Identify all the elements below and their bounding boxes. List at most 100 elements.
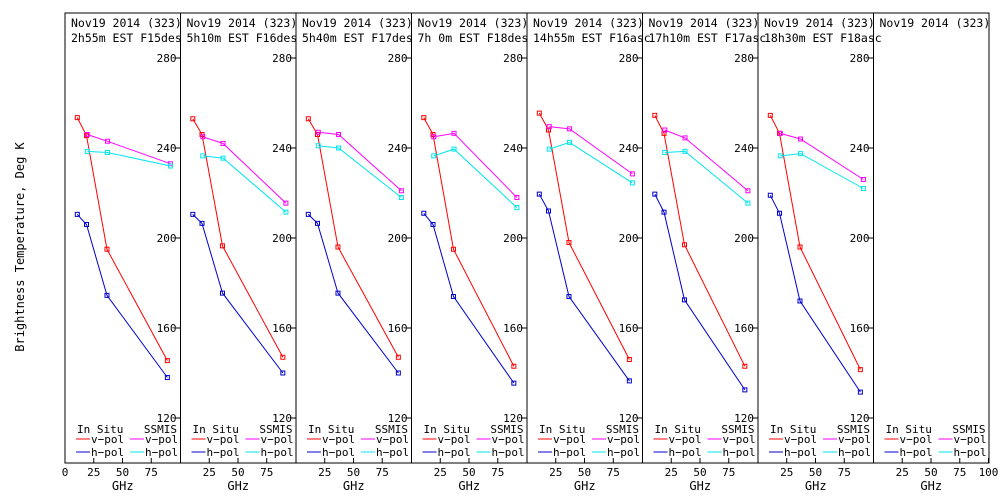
legend-in-situ: In Situ: [308, 423, 354, 436]
chart-panel-3: Nov19 2014 (323)5h40m EST F17des 120 160 20…: [295, 12, 413, 493]
legend-ssmis-vpol: v−pol: [376, 433, 409, 446]
y-tick-label: 200: [388, 232, 408, 245]
data-point-ssmis-hpol: [336, 145, 342, 151]
data-point-insitu-vpol: [661, 130, 667, 136]
data-point-insitu-vpol: [164, 358, 170, 364]
x-tick-label: 50: [462, 466, 475, 479]
y-tick-label: 240: [734, 142, 754, 155]
series-line-ssmis-hpol: [202, 155, 287, 213]
x-tick-label: 25: [203, 466, 216, 479]
data-point-ssmis-vpol: [220, 141, 226, 146]
legend-ssmis-hpol: h−pol: [954, 446, 987, 459]
data-point-ssmis-vpol: [315, 129, 321, 135]
legend-ssmis: SSMIS: [144, 423, 177, 436]
panel-title: Nov19 2014 (323): [187, 16, 298, 30]
y-tick-label: 240: [272, 142, 292, 155]
series-line-ssmis-hpol: [664, 150, 749, 204]
y-tick-label: 240: [503, 142, 523, 155]
panel-frame: [873, 12, 990, 464]
legend-ssmis-hpol: h−pol: [492, 446, 525, 459]
panel-title: Nov19 2014 (323): [71, 16, 182, 30]
series-line-insitu-vpol: [769, 115, 861, 370]
data-point-insitu-vpol: [767, 112, 773, 118]
x-tick-label: 50: [809, 466, 822, 479]
legend-ssmis-hpol: h−pol: [145, 446, 178, 459]
panel-title: Nov19 2014 (323): [418, 16, 529, 30]
y-tick-label: 240: [619, 142, 639, 155]
legend-ssmis: SSMIS: [490, 423, 523, 436]
y-tick-label: 240: [157, 142, 177, 155]
data-point-ssmis-vpol: [398, 188, 404, 194]
data-point-insitu-hpol: [797, 298, 803, 304]
data-point-insitu-hpol: [857, 389, 863, 395]
panel-subtitle: 17h10m EST F17asc: [649, 31, 767, 45]
panel-header: Nov19 2014 (323)2h55m EST F15des: [71, 16, 182, 45]
panel-subtitle: 14h55m EST F16asc: [533, 31, 651, 45]
data-point-insitu-hpol: [395, 370, 401, 376]
data-point-insitu-vpol: [395, 354, 401, 360]
series-line-ssmis-vpol: [318, 131, 402, 192]
data-point-insitu-vpol: [511, 363, 517, 369]
y-tick-label: 280: [272, 52, 292, 65]
x-tick-label: 25: [665, 466, 678, 479]
x-axis-label: GHz: [805, 479, 827, 493]
x-axis-label: GHz: [920, 479, 942, 493]
data-point-ssmis-vpol: [745, 188, 751, 194]
legend-insitu-hpol: h−pol: [322, 446, 355, 459]
panels-layer: Nov19 2014 (323)2h55m EST F15des 120 160 20…: [62, 12, 998, 493]
legend-ssmis: SSMIS: [721, 423, 754, 436]
data-point-insitu-vpol: [566, 240, 572, 245]
data-point-insitu-hpol: [199, 220, 205, 226]
data-point-insitu-vpol: [74, 115, 80, 121]
legend-insitu-hpol: h−pol: [438, 446, 471, 459]
data-point-insitu-vpol: [190, 116, 196, 122]
panel-subtitle: 5h40m EST F17des: [302, 31, 413, 45]
legend-insitu-vpol: v−pol: [91, 433, 124, 446]
series-line-insitu-hpol: [769, 195, 861, 393]
x-tick-label: 75: [145, 466, 158, 479]
data-point-insitu-vpol: [626, 357, 632, 362]
data-point-ssmis-hpol: [860, 186, 866, 191]
x-tick-label: 25: [434, 466, 447, 479]
series-line-insitu-vpol: [76, 117, 168, 361]
y-axis-label: Brightness Temperature, Deg K: [13, 141, 27, 351]
x-tick-label: 75: [722, 466, 735, 479]
y-tick-label: 120: [850, 412, 870, 425]
panel-title: Nov19 2014 (323): [533, 16, 644, 30]
panel-header: Nov19 2014 (323)17h10m EST F17asc: [649, 16, 767, 45]
chart-panel-7: Nov19 2014 (323)18h30m EST F18asc 120 160 2…: [757, 12, 882, 493]
legend-ssmis-hpol: h−pol: [838, 446, 871, 459]
y-tick-label: 200: [157, 232, 177, 245]
data-point-ssmis-vpol: [629, 171, 635, 177]
series-line-insitu-vpol: [192, 118, 284, 358]
legend-ssmis-vpol: v−pol: [261, 433, 294, 446]
data-point-ssmis-hpol: [105, 150, 111, 155]
data-point-insitu-hpol: [84, 222, 90, 227]
data-point-insitu-hpol: [742, 387, 748, 393]
series-line-insitu-vpol: [423, 117, 515, 367]
data-point-insitu-vpol: [742, 363, 748, 369]
data-point-insitu-vpol: [280, 354, 286, 360]
x-tick-label: 25: [318, 466, 331, 479]
legend-in-situ: In Situ: [886, 423, 932, 436]
chart-panel-4: Nov19 2014 (323)7h 0m EST F18des 120 160 20…: [411, 12, 529, 493]
data-point-ssmis-hpol: [777, 153, 783, 159]
data-point-insitu-vpol: [652, 112, 658, 118]
legend-in-situ: In Situ: [539, 423, 585, 436]
data-point-insitu-hpol: [661, 209, 667, 215]
legend-insitu-hpol: h−pol: [900, 446, 933, 459]
y-tick-label: 200: [619, 232, 639, 245]
y-tick-label: 160: [157, 322, 177, 335]
y-tick-label: 240: [850, 142, 870, 155]
data-point-ssmis-hpol: [629, 180, 635, 186]
series-line-ssmis-vpol: [549, 126, 633, 175]
x-axis-label: GHz: [689, 479, 711, 493]
y-tick-label: 280: [503, 52, 523, 65]
data-point-insitu-hpol: [305, 211, 311, 217]
data-point-ssmis-hpol: [662, 150, 668, 155]
legend-insitu-vpol: v−pol: [669, 433, 702, 446]
data-point-insitu-vpol: [546, 127, 552, 133]
x-tick-label: 75: [953, 466, 966, 479]
